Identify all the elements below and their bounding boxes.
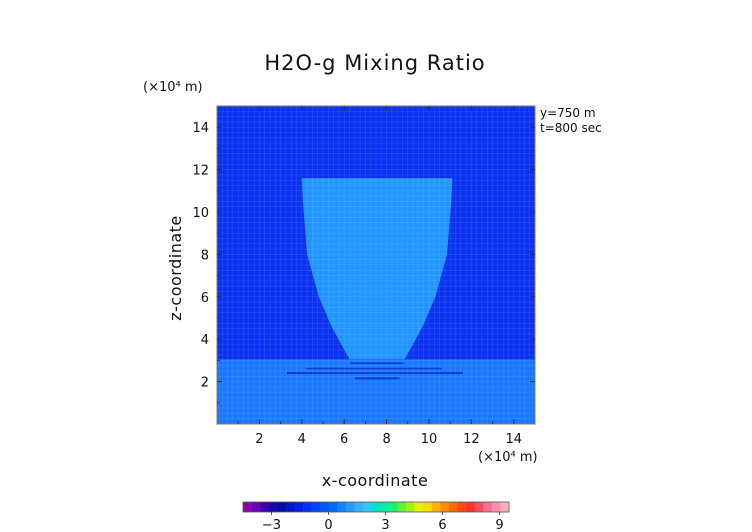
x-axis-label: x-coordinate [322, 471, 429, 490]
colorbar-swatch [268, 502, 278, 512]
colorbar-swatch [423, 502, 433, 512]
x-axis-unit: (×10⁴ m) [478, 450, 538, 465]
plot-border [216, 105, 536, 425]
colorbar-swatch [397, 502, 407, 512]
base-stripe [350, 362, 404, 365]
x-tick-label: 6 [340, 432, 348, 447]
x-tick-label: 10 [421, 432, 438, 447]
colorbar-swatch [328, 502, 338, 512]
colorbar-swatch [474, 502, 484, 512]
colorbar-swatch [260, 502, 270, 512]
y-axis-unit: (×10⁴ m) [143, 80, 203, 95]
colorbar-swatch [457, 502, 467, 512]
region-plume [301, 178, 453, 360]
axes: 2 4 6 8 10 12 14 2 4 6 8 10 12 14 [192, 105, 536, 447]
annotation-time: t=800 sec [540, 121, 602, 135]
colorbar: −3 0 3 6 9 [242, 501, 510, 532]
colorbar-swatch [431, 502, 441, 512]
colorbar-swatch [448, 502, 458, 512]
colorbar-tick-label: 6 [438, 518, 446, 532]
colorbar-swatch [363, 502, 373, 512]
y-tick-label: 14 [192, 121, 209, 136]
y-tick-label: 12 [192, 164, 209, 179]
base-stripe [306, 367, 442, 370]
colorbar-swatch [345, 502, 355, 512]
colorbar-swatch [303, 502, 312, 512]
colorbar-tick-label: 0 [324, 518, 332, 532]
colorbar-swatch [320, 502, 330, 512]
x-tick-label: 14 [506, 432, 523, 447]
base-stripe [286, 372, 463, 375]
x-tick-label: 2 [255, 432, 263, 447]
colorbar-swatch [406, 502, 415, 512]
colorbar-swatch [311, 502, 321, 512]
colorbar-swatch [491, 502, 501, 512]
y-tick-label: 8 [201, 248, 209, 263]
y-tick-label: 2 [201, 376, 209, 391]
y-tick-label: 6 [201, 291, 209, 306]
colorbar-swatch [285, 502, 295, 512]
colorbar-swatch [483, 502, 493, 512]
colorbar-swatch [414, 502, 424, 512]
x-tick-label: 4 [298, 432, 306, 447]
colorbar-border [242, 501, 510, 513]
colorbar-swatch [354, 502, 364, 512]
x-tick-label: 8 [382, 432, 390, 447]
colorbar-swatch [440, 502, 450, 512]
colorbar-swatch [388, 502, 398, 512]
colorbar-swatch [251, 502, 261, 512]
colorbar-swatch [243, 502, 252, 512]
x-tick-label: 12 [463, 432, 480, 447]
colorbar-swatch [337, 502, 347, 512]
colorbar-swatch [294, 502, 304, 512]
colorbar-tick-label: 3 [381, 518, 389, 532]
colorbar-tick-label: 9 [495, 518, 503, 532]
y-axis-label: z-coordinate [166, 215, 185, 321]
colorbar-swatch [277, 502, 287, 512]
colorbar-tick-label: −3 [262, 518, 281, 532]
colorbar-swatch [380, 502, 390, 512]
region-lower-layer [217, 359, 535, 424]
colorbar-swatch [371, 502, 381, 512]
annotation-y-slice: y=750 m [540, 106, 596, 120]
base-stripe [354, 377, 400, 380]
chart-title: H2O-g Mixing Ratio [264, 51, 485, 75]
colorbar-swatch [466, 502, 475, 512]
colorbar-swatch [500, 502, 510, 512]
y-tick-label: 4 [201, 333, 209, 348]
heatmap-field [217, 106, 535, 424]
y-tick-label: 10 [192, 206, 209, 221]
